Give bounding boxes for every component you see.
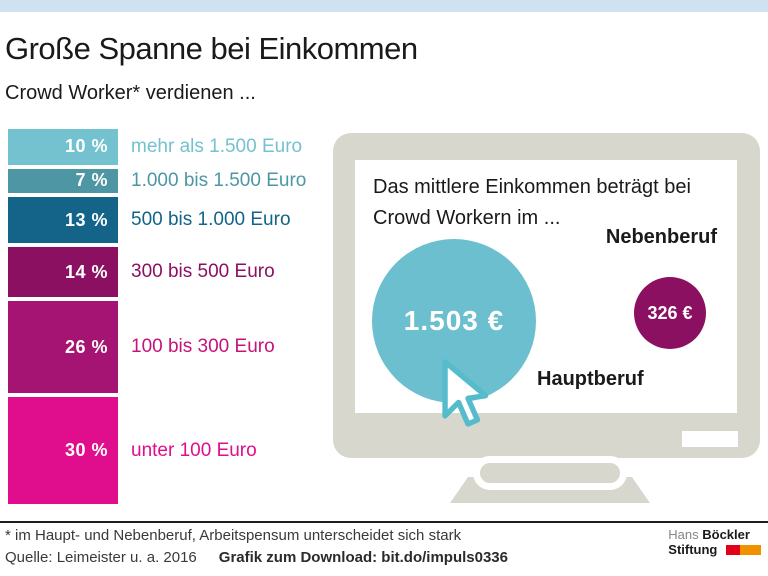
hauptberuf-value: 1.503 € — [403, 305, 505, 336]
caption-line2: Crowd Workern im ... — [373, 207, 561, 229]
source-row: Quelle: Leimeister u. a. 2016 Grafik zum … — [5, 549, 508, 566]
bar-row: 7 % 1.000 bis 1.500 Euro — [8, 168, 307, 194]
bar-row: 13 % 500 bis 1.000 Euro — [8, 197, 306, 244]
page-subtitle: Crowd Worker* verdienen ... — [5, 82, 256, 104]
median-income-caption: Das mittlere Einkommen beträgt bei Crowd… — [373, 172, 691, 234]
bar-category-label: mehr als 1.500 Euro — [131, 135, 303, 157]
monitor-illustration: Das mittlere Einkommen beträgt bei Crowd… — [333, 133, 760, 458]
hauptberuf-label: Hauptberuf — [537, 368, 644, 390]
bar-category-label: unter 100 Euro — [131, 439, 257, 461]
bar-segment-4: 14 % — [8, 247, 118, 298]
bar-value-label: 7 % — [75, 170, 108, 191]
bar-segment-1: 10 % — [8, 129, 118, 165]
source-text: Quelle: Leimeister u. a. 2016 — [5, 549, 197, 566]
logo-text-hans: Hans — [668, 527, 703, 542]
logo-orange-block — [740, 545, 761, 555]
income-distribution-chart: 10 % mehr als 1.500 Euro 7 % 1.000 bis 1.50… — [8, 129, 306, 504]
logo-text-stiftung: Stiftung — [668, 542, 721, 557]
logo-red-block — [726, 545, 740, 555]
monitor-power-button — [682, 431, 738, 447]
bar-segment-6: 30 % — [8, 397, 118, 504]
logo-color-blocks — [726, 542, 761, 557]
bar-category-label: 500 bis 1.000 Euro — [131, 209, 291, 231]
nebenberuf-value: 326 € — [647, 302, 693, 323]
footnote-text: * im Haupt- und Nebenberuf, Arbeitspensu… — [5, 527, 462, 544]
nebenberuf-label: Nebenberuf — [605, 226, 717, 248]
bar-segment-2: 7 % — [8, 168, 118, 194]
monitor-stand-neck — [473, 456, 627, 490]
bar-segment-3: 13 % — [8, 197, 118, 244]
caption-line1: Das mittlere Einkommen beträgt bei — [373, 176, 691, 198]
monitor-screen: Das mittlere Einkommen beträgt bei Crowd… — [355, 160, 737, 413]
bar-category-label: 300 bis 500 Euro — [131, 261, 275, 283]
bar-category-label: 100 bis 300 Euro — [131, 336, 275, 358]
bar-category-label: 1.000 bis 1.500 Euro — [131, 169, 307, 191]
bar-row: 10 % mehr als 1.500 Euro — [8, 129, 306, 165]
bar-segment-5: 26 % — [8, 301, 118, 394]
bar-row: 14 % 300 bis 500 Euro — [8, 247, 306, 298]
hans-boeckler-stiftung-logo: Hans Böckler Stiftung — [668, 527, 761, 557]
bar-value-label: 10 % — [64, 136, 108, 157]
bar-row: 30 % unter 100 Euro — [8, 397, 306, 504]
mouse-pointer-icon — [442, 359, 489, 427]
footer-divider — [0, 521, 768, 523]
logo-text-boeckler: Böckler — [702, 527, 750, 542]
page-title: Große Spanne bei Einkommen — [5, 31, 418, 66]
bar-value-label: 13 % — [64, 209, 108, 230]
bar-value-label: 26 % — [64, 336, 108, 357]
download-link[interactable]: Grafik zum Download: bit.do/impuls0336 — [218, 549, 508, 566]
bar-row: 26 % 100 bis 300 Euro — [8, 301, 306, 394]
nebenberuf-bubble: 326 € — [634, 277, 706, 349]
top-accent-strip — [0, 0, 768, 12]
bar-value-label: 14 % — [64, 261, 108, 282]
bar-value-label: 30 % — [64, 440, 108, 461]
